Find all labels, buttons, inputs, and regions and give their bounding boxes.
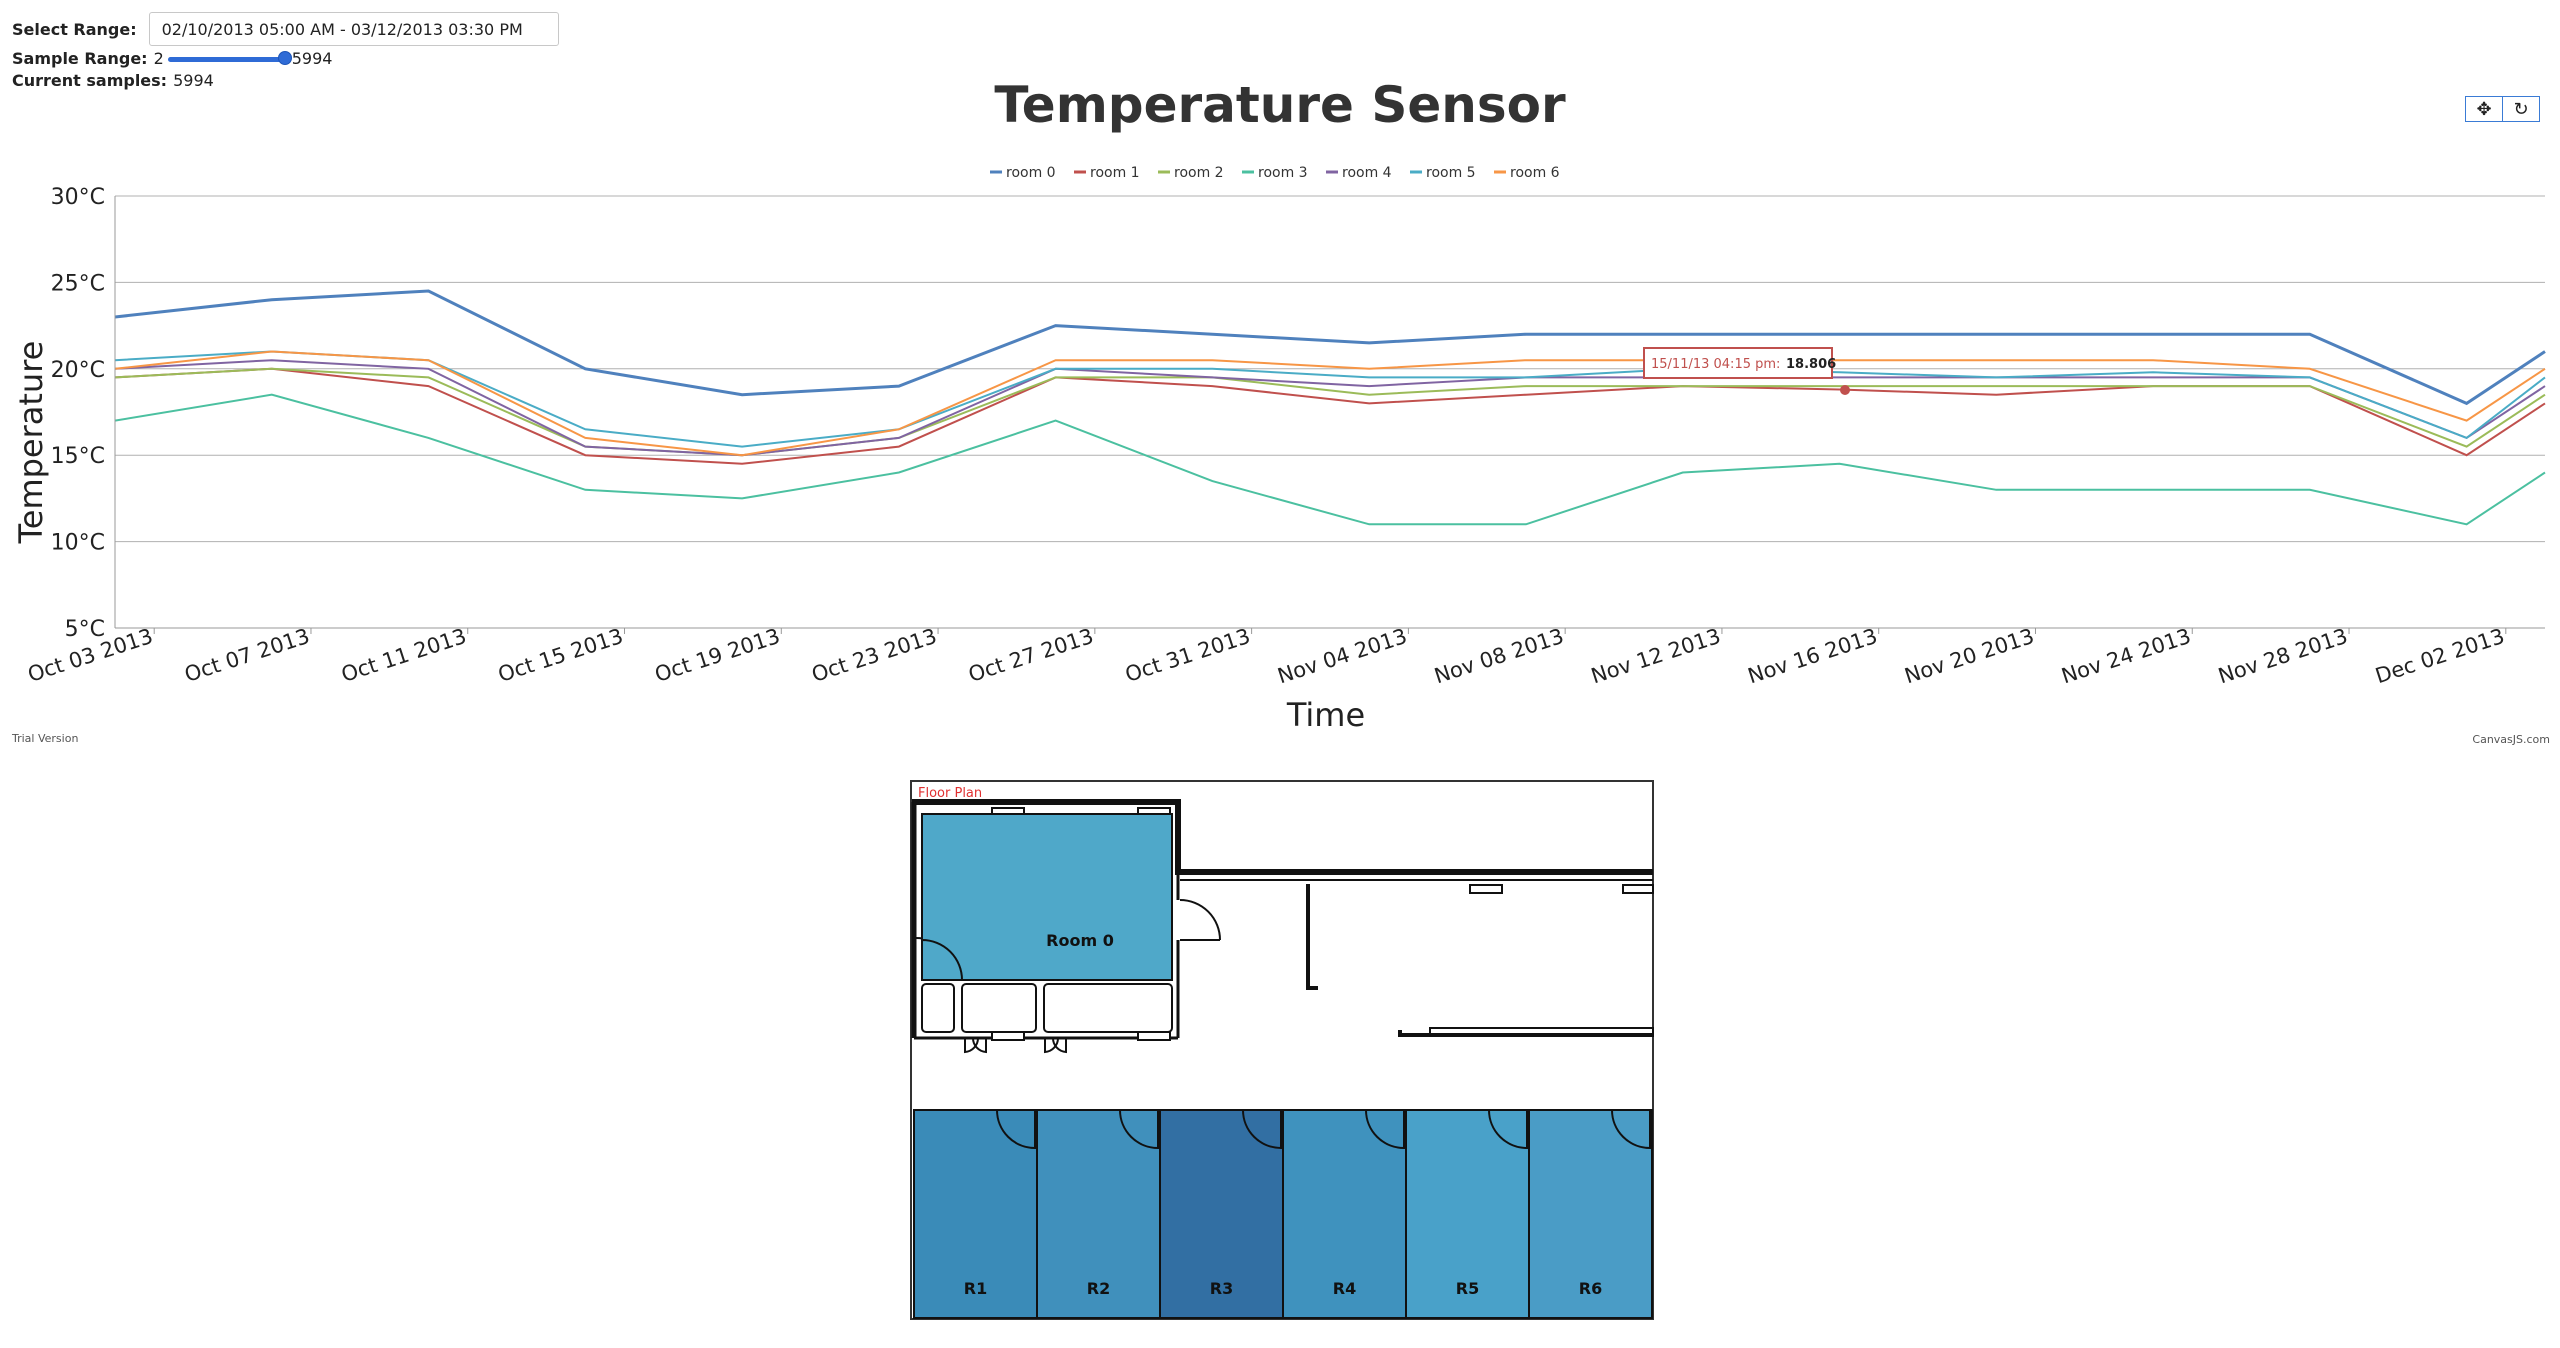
floor-plan: Floor Plan Room 0 R1 R2 R3 R — [910, 780, 1654, 1320]
legend-item[interactable]: room 5 — [1426, 165, 1476, 181]
slider-handle[interactable] — [277, 50, 292, 65]
current-samples-value: 5994 — [173, 70, 214, 90]
door-r5 — [1488, 1109, 1528, 1150]
y-tick-label: 10°C — [51, 531, 105, 556]
door-r2 — [1119, 1109, 1159, 1150]
reset-icon: ↻ — [2513, 98, 2529, 120]
room-0-label: Room 0 — [1046, 931, 1114, 950]
y-tick-label: 20°C — [51, 358, 105, 383]
sample-max-value: 5994 — [291, 49, 333, 68]
chart-series — [114, 289, 2546, 526]
x-axis: Oct 03 2013 Oct 07 2013 Oct 11 2013 Oct 15 … — [25, 624, 2545, 688]
current-samples-label: Current samples: — [12, 70, 168, 90]
room-label-r3: R3 — [1210, 1279, 1233, 1298]
sample-range-row: Sample Range: 2 5994 — [12, 46, 559, 71]
x-tick-label: Oct 15 2013 — [495, 624, 626, 687]
date-range-input[interactable] — [148, 12, 559, 46]
current-samples-row: Current samples: 5994 — [12, 69, 559, 91]
x-tick-label: Nov 08 2013 — [1431, 624, 1566, 688]
y-tick-label: 30°C — [51, 185, 105, 210]
x-tick-label: Nov 24 2013 — [2058, 624, 2193, 688]
x-tick-label: Nov 20 2013 — [1902, 624, 2037, 688]
x-tick-label: Oct 23 2013 — [809, 624, 940, 687]
x-axis-label: Time — [1286, 696, 1365, 734]
bottom-rooms: R1 R2 R3 R4 R5 R6 — [913, 1109, 1653, 1319]
x-tick-label: Nov 04 2013 — [1275, 624, 1410, 688]
room-r6[interactable] — [1528, 1109, 1653, 1319]
storage-units — [921, 983, 1173, 1033]
x-tick-label: Nov 16 2013 — [1745, 624, 1880, 688]
tooltip-value: 18.806 — [1786, 357, 1836, 372]
room-r2[interactable] — [1036, 1109, 1161, 1319]
tooltip-marker — [1840, 385, 1850, 395]
door-r4 — [1365, 1109, 1405, 1150]
pan-icon: ✥ — [2476, 98, 2492, 120]
room-r5[interactable] — [1405, 1109, 1530, 1319]
y-axis: 5°C 10°C 15°C 20°C 25°C 30°C — [51, 185, 116, 642]
room-0[interactable] — [921, 813, 1173, 981]
floor-plan-title: Floor Plan — [918, 786, 982, 801]
room-r1[interactable] — [913, 1109, 1038, 1319]
x-tick-label: Nov 12 2013 — [1588, 624, 1723, 688]
controls-panel: Select Range: Sample Range: 2 5994 Curre… — [12, 10, 559, 91]
room-label-r6: R6 — [1579, 1279, 1602, 1298]
chart-tooltip: 15/11/13 04:15 pm: 18.806 — [1643, 347, 1850, 395]
y-tick-label: 25°C — [51, 271, 105, 296]
y-tick-label: 15°C — [51, 444, 105, 469]
x-tick-label: Oct 07 2013 — [182, 624, 313, 687]
series-line-room-6[interactable] — [114, 350, 2546, 457]
slider-track — [167, 56, 288, 62]
sample-range-label: Sample Range: — [12, 49, 148, 68]
door-r6 — [1611, 1109, 1651, 1150]
x-tick-label: Oct 19 2013 — [652, 624, 783, 687]
walls — [911, 799, 1654, 1040]
series-line-room-0[interactable] — [114, 289, 2546, 406]
room-r3[interactable] — [1159, 1109, 1284, 1319]
room-0-door — [921, 938, 964, 981]
x-tick-label: Dec 02 2013 — [2372, 624, 2507, 688]
room-label-r5: R5 — [1456, 1279, 1479, 1298]
series-line-room-5[interactable] — [114, 350, 2546, 448]
select-range-label: Select Range: — [12, 19, 137, 39]
x-tick-label: Oct 31 2013 — [1122, 624, 1253, 687]
tooltip-box — [1643, 347, 1833, 379]
chart-grid — [115, 195, 2545, 629]
tooltip-time: 15/11/13 04:15 pm: — [1651, 357, 1780, 372]
temperature-chart[interactable]: Temperature Sensor room 0 room 1 room 2 roo… — [0, 80, 2560, 760]
legend-item[interactable]: room 2 — [1174, 165, 1224, 181]
room-label-r2: R2 — [1087, 1279, 1110, 1298]
series-line-room-4[interactable] — [114, 359, 2546, 457]
door-r1 — [996, 1109, 1036, 1150]
legend-item[interactable]: room 4 — [1342, 165, 1392, 181]
chart-title: Temperature Sensor — [994, 80, 1566, 134]
series-line-room-2[interactable] — [114, 367, 2546, 457]
room-r4[interactable] — [1282, 1109, 1407, 1319]
room-label-r4: R4 — [1333, 1279, 1356, 1298]
y-axis-label: Temperature — [12, 341, 50, 545]
select-range-row: Select Range: — [12, 10, 559, 48]
legend-item[interactable]: room 3 — [1258, 165, 1308, 181]
legend-item[interactable]: room 1 — [1090, 165, 1140, 181]
chart-toolbar: ✥ ↻ — [2465, 96, 2540, 122]
sample-range-slider[interactable] — [167, 50, 292, 66]
x-tick-label: Oct 27 2013 — [965, 624, 1096, 687]
legend-item[interactable]: room 0 — [1006, 165, 1056, 181]
y-tick-label: 5°C — [65, 617, 105, 642]
canvasjs-credit[interactable]: CanvasJS.com — [2472, 733, 2550, 746]
reset-zoom-button[interactable]: ↻ — [2502, 96, 2540, 122]
room-label-r1: R1 — [964, 1279, 987, 1298]
door-r3 — [1242, 1109, 1282, 1150]
sample-min-value: 2 — [153, 49, 164, 68]
legend-item[interactable]: room 6 — [1510, 165, 1560, 181]
x-tick-label: Oct 11 2013 — [338, 624, 469, 687]
chart-legend: room 0 room 1 room 2 room 3 room 4 room 5 room… — [990, 165, 1560, 181]
series-line-room-3[interactable] — [114, 393, 2546, 526]
x-tick-label: Nov 28 2013 — [2215, 624, 2350, 688]
trial-version-note: Trial Version — [12, 732, 79, 745]
